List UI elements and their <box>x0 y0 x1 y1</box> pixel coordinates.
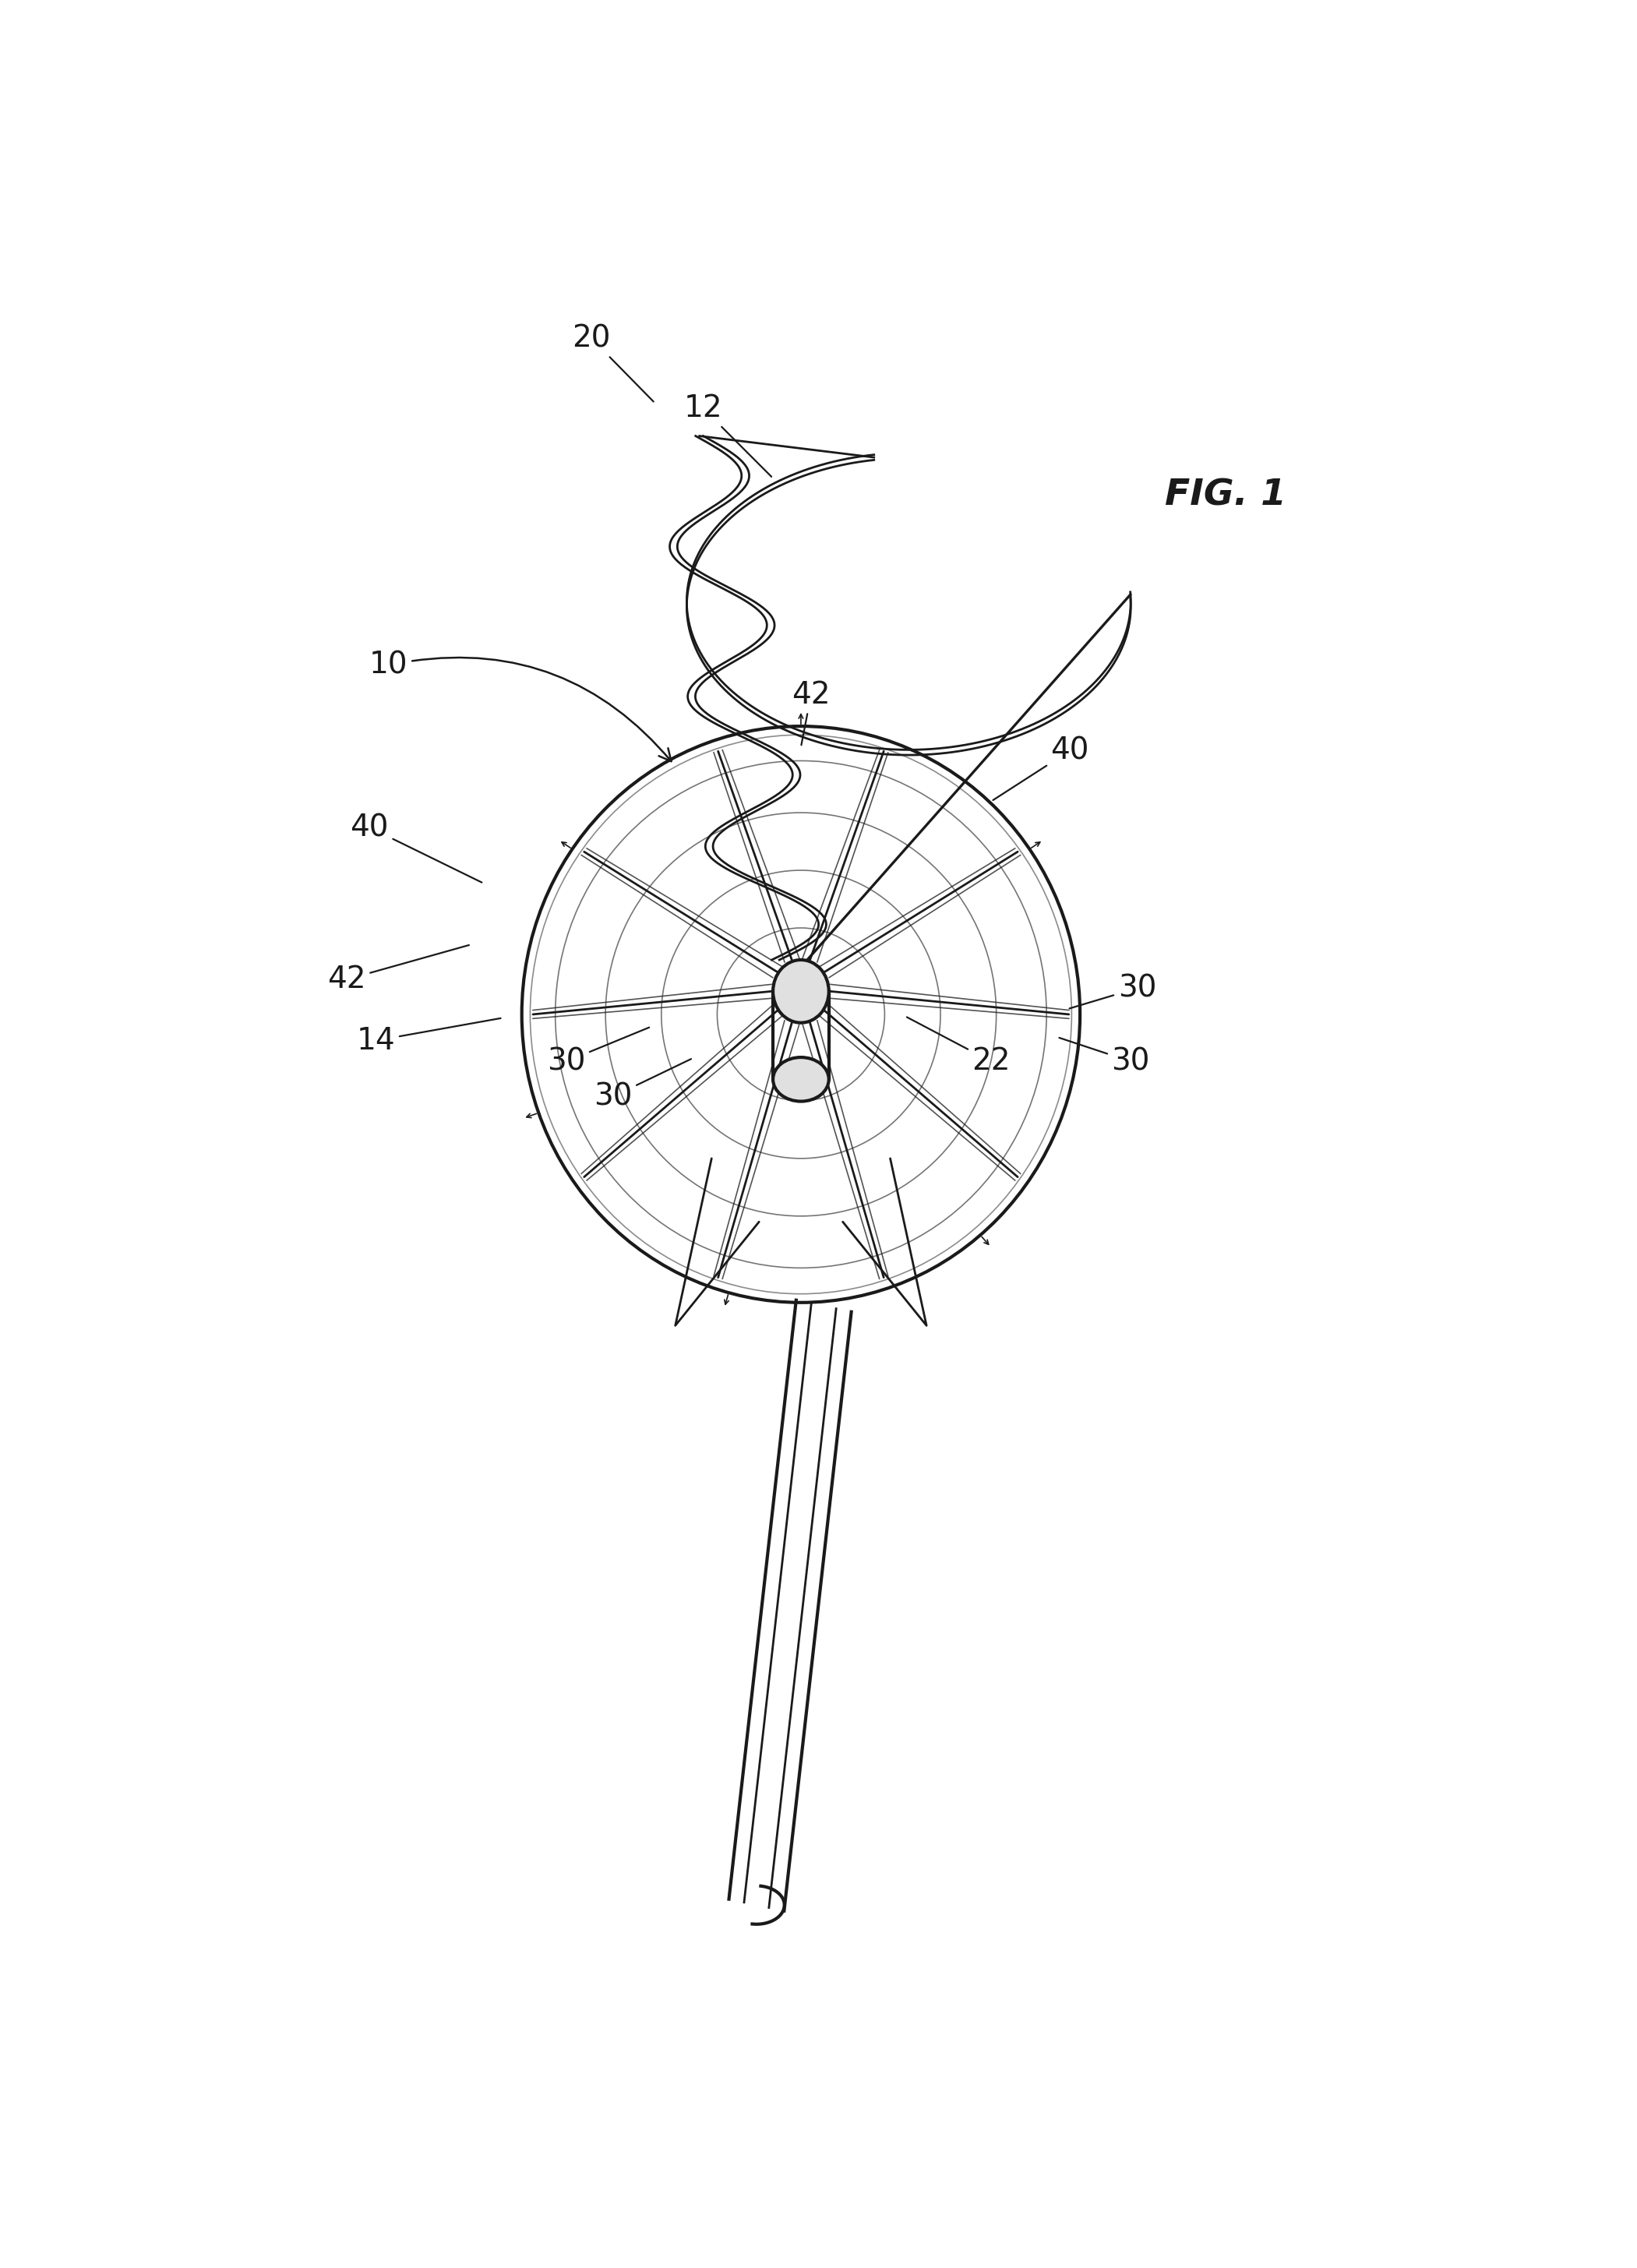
Text: 10: 10 <box>370 651 671 762</box>
Ellipse shape <box>773 1057 828 1102</box>
Text: 30: 30 <box>547 1027 650 1077</box>
Text: 30: 30 <box>594 1059 691 1111</box>
Text: 42: 42 <box>792 680 830 746</box>
Text: 12: 12 <box>684 395 771 476</box>
Text: 22: 22 <box>907 1016 1010 1077</box>
Text: 30: 30 <box>1059 1039 1151 1077</box>
Text: 14: 14 <box>357 1018 501 1055</box>
Text: 30: 30 <box>1069 973 1156 1009</box>
Ellipse shape <box>773 959 828 1023</box>
Text: 40: 40 <box>994 735 1089 801</box>
Text: 42: 42 <box>327 946 468 993</box>
Text: 20: 20 <box>573 324 653 401</box>
Text: 40: 40 <box>350 812 481 882</box>
Text: FIG. 1: FIG. 1 <box>1166 479 1287 513</box>
